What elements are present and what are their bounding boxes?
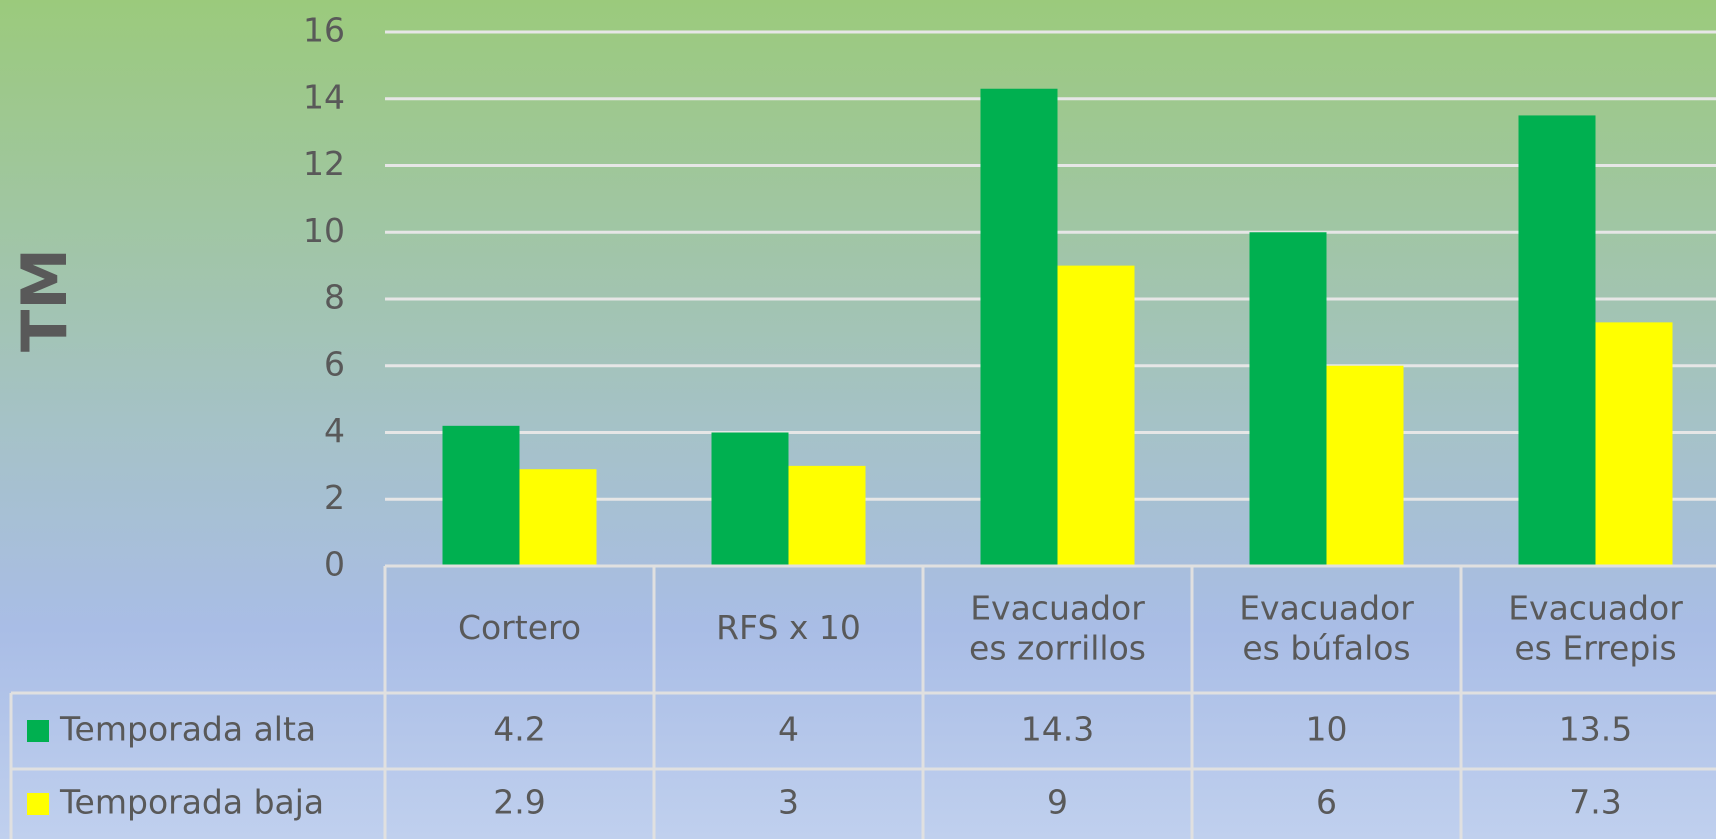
x-tick-label: Cortero (458, 608, 581, 647)
legend-swatch (27, 720, 49, 742)
bar (1595, 322, 1673, 566)
table-value: 4 (778, 710, 799, 749)
bar (711, 432, 789, 566)
bar (442, 425, 520, 566)
y-tick-label: 2 (324, 478, 345, 517)
label-line: Evacuador (1239, 588, 1414, 627)
table-value: 14.3 (1021, 710, 1094, 749)
x-tick-label: RFS x 10 (716, 608, 861, 647)
bar (980, 88, 1058, 567)
legend-label: Temporada baja (59, 783, 324, 822)
label-line: es zorrillos (969, 628, 1146, 667)
y-tick-label: 12 (303, 144, 345, 183)
x-tick-label: Evacuador es Errepis (1508, 588, 1683, 667)
y-axis-title: TM (8, 248, 81, 352)
label-line: es búfalos (1242, 628, 1410, 667)
y-tick-label: 8 (324, 278, 345, 317)
table-value: 9 (1047, 783, 1068, 822)
bar (1518, 115, 1596, 566)
bar (1326, 365, 1404, 566)
table-value: 6 (1316, 783, 1337, 822)
table-value: 3 (778, 783, 799, 822)
y-tick-label: 14 (303, 77, 345, 116)
y-tick-label: 16 (303, 11, 345, 50)
y-tick-label: 4 (324, 411, 345, 450)
bar (1249, 232, 1327, 566)
table-value: 2.9 (493, 783, 545, 822)
legend-label: Temporada alta (59, 710, 316, 749)
bar (519, 469, 597, 566)
table-value: 10 (1306, 710, 1348, 749)
label-line: Evacuador (1508, 588, 1683, 627)
legend-swatch (27, 793, 49, 815)
label-line: Evacuador (970, 588, 1145, 627)
y-tick-label: 0 (324, 545, 345, 584)
bar (788, 465, 866, 566)
table-value: 4.2 (493, 710, 545, 749)
y-tick-label: 6 (324, 344, 345, 383)
label-line: es Errepis (1514, 628, 1676, 667)
x-tick-label: Evacuador es búfalos (1239, 588, 1414, 667)
y-tick-label: 10 (303, 211, 345, 250)
x-tick-label: Evacuador es zorrillos (969, 588, 1146, 667)
table-value: 13.5 (1559, 710, 1632, 749)
bar (1057, 265, 1135, 566)
table-value: 7.3 (1569, 783, 1621, 822)
